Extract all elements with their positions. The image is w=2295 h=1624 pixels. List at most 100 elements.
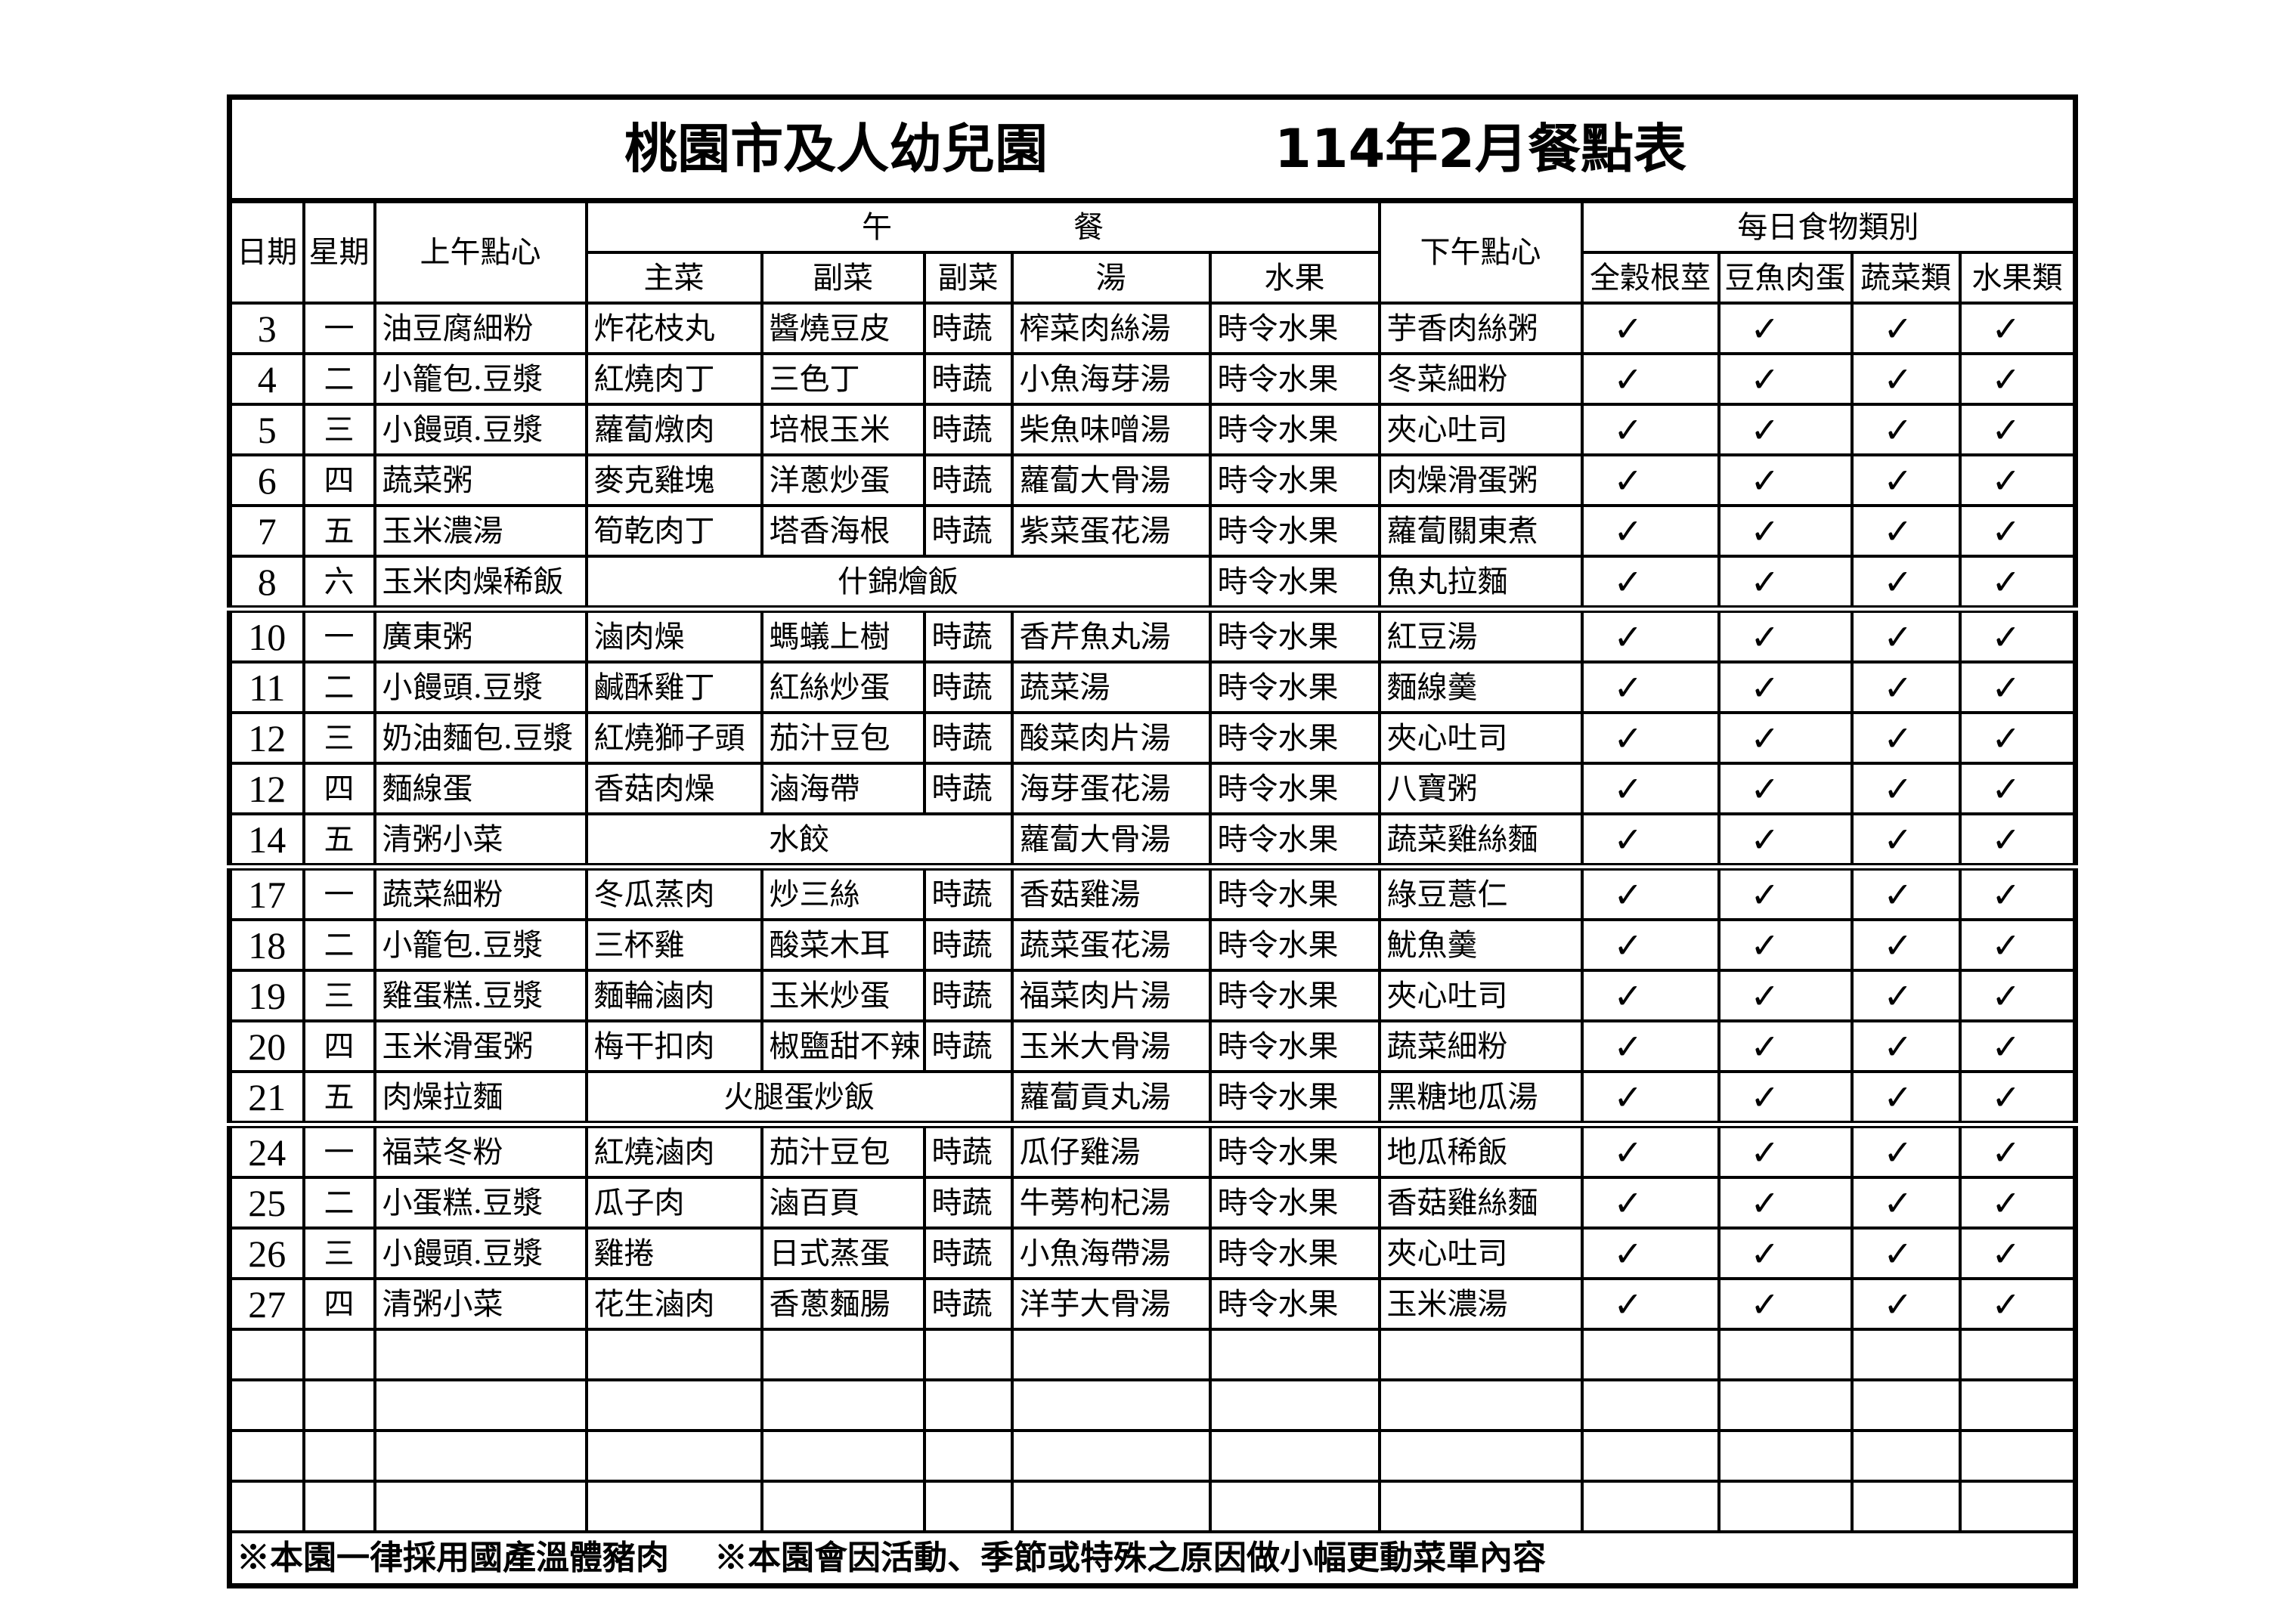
food-group-cell: ✓ xyxy=(1580,403,1720,456)
main-dish-cell: 麥克雞塊 xyxy=(584,453,763,507)
table-row: 12 三奶油麵包.豆漿 紅燒獅子頭 茄汁豆包 時蔬 酸菜肉片湯 時令水果 夾心吐司 ✓ ✓ ✓ ✓ xyxy=(228,711,2077,765)
check-mark-icon: ✓ xyxy=(1991,768,2021,809)
am-snack-cell: 小饅頭.豆漿 xyxy=(373,1227,588,1280)
date-cell: 25 xyxy=(228,1176,305,1230)
side-dish-2-cell: 時蔬 xyxy=(922,969,1014,1022)
food-group-cell: ✓ xyxy=(1850,762,1962,815)
weekday-cell: 三 xyxy=(302,403,376,456)
check-mark-icon: ✓ xyxy=(1991,1233,2021,1274)
pm-snack-cell: 蔬菜細粉 xyxy=(1377,1019,1584,1073)
check-mark-icon: ✓ xyxy=(1613,717,1643,759)
fruit-cell: 時令水果 xyxy=(1208,1070,1381,1126)
food-group-cell: ✓ xyxy=(1580,453,1720,507)
check-mark-icon: ✓ xyxy=(1883,667,1913,708)
side-dish-2-cell: 時蔬 xyxy=(922,504,1014,558)
am-snack-cell: 清粥小菜 xyxy=(373,812,588,868)
fruit-cell: 時令水果 xyxy=(1208,403,1381,456)
check-mark-icon: ✓ xyxy=(1883,1076,1913,1118)
side-dish-cell: 香蔥麵腸 xyxy=(760,1277,926,1331)
soup-cell: 紫菜蛋花湯 xyxy=(1010,504,1212,558)
header-protein: 豆魚肉蛋 xyxy=(1717,251,1854,305)
date-cell: 11 xyxy=(228,660,305,714)
check-mark-icon: ✓ xyxy=(1613,1233,1643,1274)
side-dish-cell: 茄汁豆包 xyxy=(760,1121,926,1179)
empty-cell xyxy=(1717,1480,1854,1533)
header-grains: 全穀根莖 xyxy=(1580,251,1720,305)
food-group-cell: ✓ xyxy=(1958,863,2077,921)
empty-cell xyxy=(228,1378,305,1432)
empty-cell xyxy=(1958,1378,2077,1432)
food-group-cell: ✓ xyxy=(1850,555,1962,611)
header-food-groups: 每日食物類別 xyxy=(1580,199,2077,254)
am-snack-cell: 玉米滑蛋粥 xyxy=(373,1019,588,1073)
food-group-cell: ✓ xyxy=(1580,969,1720,1022)
pm-snack-cell: 夾心吐司 xyxy=(1377,1227,1584,1280)
check-mark-icon: ✓ xyxy=(1883,459,1913,501)
date-cell: 6 xyxy=(228,453,305,507)
soup-cell: 蔬菜湯 xyxy=(1010,660,1212,714)
food-group-cell: ✓ xyxy=(1580,1121,1720,1179)
date-cell: 8 xyxy=(228,555,305,611)
food-group-cell: ✓ xyxy=(1958,1019,2077,1073)
empty-cell xyxy=(1010,1328,1212,1381)
side-dish-2-cell: 時蔬 xyxy=(922,1019,1014,1073)
check-mark-icon: ✓ xyxy=(1613,459,1643,501)
am-snack-cell: 清粥小菜 xyxy=(373,1277,588,1331)
empty-cell xyxy=(1958,1429,2077,1483)
food-group-cell: ✓ xyxy=(1717,1070,1854,1126)
food-group-cell: ✓ xyxy=(1580,1176,1720,1230)
empty-cell xyxy=(1580,1429,1720,1483)
pm-snack-cell: 芋香肉絲粥 xyxy=(1377,302,1584,355)
am-snack-cell: 蔬菜細粉 xyxy=(373,863,588,921)
food-group-cell: ✓ xyxy=(1580,1019,1720,1073)
main-dish-cell: 花生滷肉 xyxy=(584,1277,763,1331)
table-row: 10 一廣東粥 滷肉燥 螞蟻上樹 時蔬 香芹魚丸湯 時令水果 紅豆湯 ✓ ✓ ✓ ✓ xyxy=(228,605,2077,664)
check-mark-icon: ✓ xyxy=(1750,874,1780,915)
food-group-cell: ✓ xyxy=(1717,302,1854,355)
check-mark-icon: ✓ xyxy=(1750,1182,1780,1223)
food-group-cell: ✓ xyxy=(1850,918,1962,972)
check-mark-icon: ✓ xyxy=(1750,1131,1780,1173)
check-mark-icon: ✓ xyxy=(1883,561,1913,602)
check-mark-icon: ✓ xyxy=(1613,818,1643,860)
check-mark-icon: ✓ xyxy=(1613,1182,1643,1223)
page-title: 桃園市及人幼兒園 114年2月餐點表 xyxy=(228,95,2077,203)
food-group-cell: ✓ xyxy=(1958,1070,2077,1126)
check-mark-icon: ✓ xyxy=(1750,1025,1780,1067)
food-group-cell: ✓ xyxy=(1717,918,1854,972)
check-mark-icon: ✓ xyxy=(1613,768,1643,809)
food-group-cell: ✓ xyxy=(1958,918,2077,972)
weekday-cell: 二 xyxy=(302,918,376,972)
pm-snack-cell: 地瓜稀飯 xyxy=(1377,1121,1584,1179)
fruit-cell: 時令水果 xyxy=(1208,605,1381,664)
check-mark-icon: ✓ xyxy=(1991,1076,2021,1118)
food-group-cell: ✓ xyxy=(1717,660,1854,714)
check-mark-icon: ✓ xyxy=(1883,1182,1913,1223)
empty-cell xyxy=(760,1328,926,1381)
side-dish-cell: 茄汁豆包 xyxy=(760,711,926,765)
check-mark-icon: ✓ xyxy=(1991,616,2021,657)
food-group-cell: ✓ xyxy=(1717,1227,1854,1280)
header-fruit: 水果 xyxy=(1208,251,1381,305)
check-mark-icon: ✓ xyxy=(1991,561,2021,602)
food-group-cell: ✓ xyxy=(1958,1277,2077,1331)
weekday-cell: 三 xyxy=(302,969,376,1022)
check-mark-icon: ✓ xyxy=(1613,1076,1643,1118)
check-mark-icon: ✓ xyxy=(1991,1025,2021,1067)
date-cell: 24 xyxy=(228,1121,305,1179)
empty-cell xyxy=(1208,1429,1381,1483)
main-dish-cell: 瓜子肉 xyxy=(584,1176,763,1230)
check-mark-icon: ✓ xyxy=(1750,768,1780,809)
date-cell: 18 xyxy=(228,918,305,972)
side-dish-cell: 三色丁 xyxy=(760,352,926,406)
side-dish-cell: 滷海帶 xyxy=(760,762,926,815)
table-row: 25 二小蛋糕.豆漿 瓜子肉 滷百頁 時蔬 牛蒡枸杞湯 時令水果 香菇雞絲麵 ✓ ✓ ✓ ✓ xyxy=(228,1176,2077,1230)
empty-cell xyxy=(1850,1429,1962,1483)
table-row: 4 二小籠包.豆漿 紅燒肉丁 三色丁 時蔬 小魚海芽湯 時令水果 冬菜細粉 ✓ ✓ ✓ ✓ xyxy=(228,352,2077,406)
check-mark-icon: ✓ xyxy=(1883,1025,1913,1067)
date-cell: 12 xyxy=(228,762,305,815)
soup-cell: 蘿蔔貢丸湯 xyxy=(1010,1070,1212,1126)
side-dish-2-cell: 時蔬 xyxy=(922,762,1014,815)
check-mark-icon: ✓ xyxy=(1991,1283,2021,1325)
side-dish-cell: 滷百頁 xyxy=(760,1176,926,1230)
